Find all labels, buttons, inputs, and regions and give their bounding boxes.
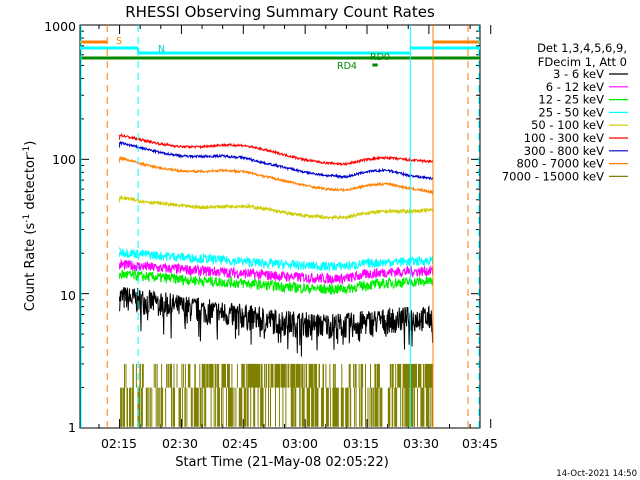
y-axis-label-end: ) [23,141,38,146]
legend: Det 1,3,4,5,6,9, FDecim 1, Att 0 3 - 6 k… [502,41,628,183]
legend-label: 3 - 6 keV [553,67,604,81]
x-tick-labels: 02:15 02:30 02:45 03:00 03:15 03:30 03:4… [101,436,498,451]
legend-header-line: FDecim 1, Att 0 [538,55,627,69]
flag-rd0-label: RD0 [370,52,390,63]
series-line [119,141,434,181]
y-tick-label: 1 [68,420,76,435]
legend-label: 50 - 100 keV [531,118,604,132]
legend-label: 6 - 12 keV [546,80,604,94]
y-tick-label: 1000 [44,19,76,34]
y-axis-label-start: Count Rate (s [23,223,38,312]
y-tick-label: 10 [60,288,76,303]
x-tick-label: 02:30 [162,436,198,451]
legend-label: 100 - 300 keV [524,131,604,145]
y-tick-labels: 1 10 100 1000 [44,19,76,435]
y-axis-label-exp: -1 [22,146,32,155]
legend-label: 12 - 25 keV [538,93,604,107]
flag-n-label: N [158,44,165,55]
flag-rd4-label: RD4 [337,61,357,72]
flag-s-label: S [116,36,122,47]
x-tick-label: 03:15 [343,436,379,451]
legend-label: 300 - 800 keV [524,144,604,158]
series-line [119,269,434,296]
series-line [119,194,434,221]
x-tick-label: 03:45 [462,436,498,451]
legend-label: 25 - 50 keV [538,105,604,119]
y-axis-label-mid: detector [23,154,38,214]
y-axis-label: Count Rate (s-1 detector-1) [22,141,38,312]
x-tick-label: 02:45 [222,436,258,451]
series-line [119,155,434,195]
footer-timestamp: 14-Oct-2021 14:50 [556,469,637,479]
event-markers [80,25,480,428]
x-tick-label: 03:00 [282,436,318,451]
series-line [119,258,434,286]
legend-header-line: Det 1,3,4,5,6,9, [537,41,627,55]
x-axis-label: Start Time (21-May-08 02:05:22) [175,455,389,470]
legend-label: 800 - 7000 keV [516,157,604,171]
plot-frame [79,24,481,429]
plot-area [79,24,492,429]
series-line [119,287,434,357]
chart-title: RHESSI Observing Summary Count Rates [125,3,435,21]
series-line [119,132,434,166]
legend-label: 7000 - 15000 keV [502,169,604,183]
x-tick-label: 03:30 [403,436,439,451]
series-line-7000-15000kev [120,363,434,427]
series-group [119,132,434,427]
y-tick-label: 100 [52,152,76,167]
y-axis-label-sup: -1 [22,214,32,223]
x-tick-label: 02:15 [101,436,137,451]
flag-bars [80,40,480,67]
series-line [119,247,434,272]
